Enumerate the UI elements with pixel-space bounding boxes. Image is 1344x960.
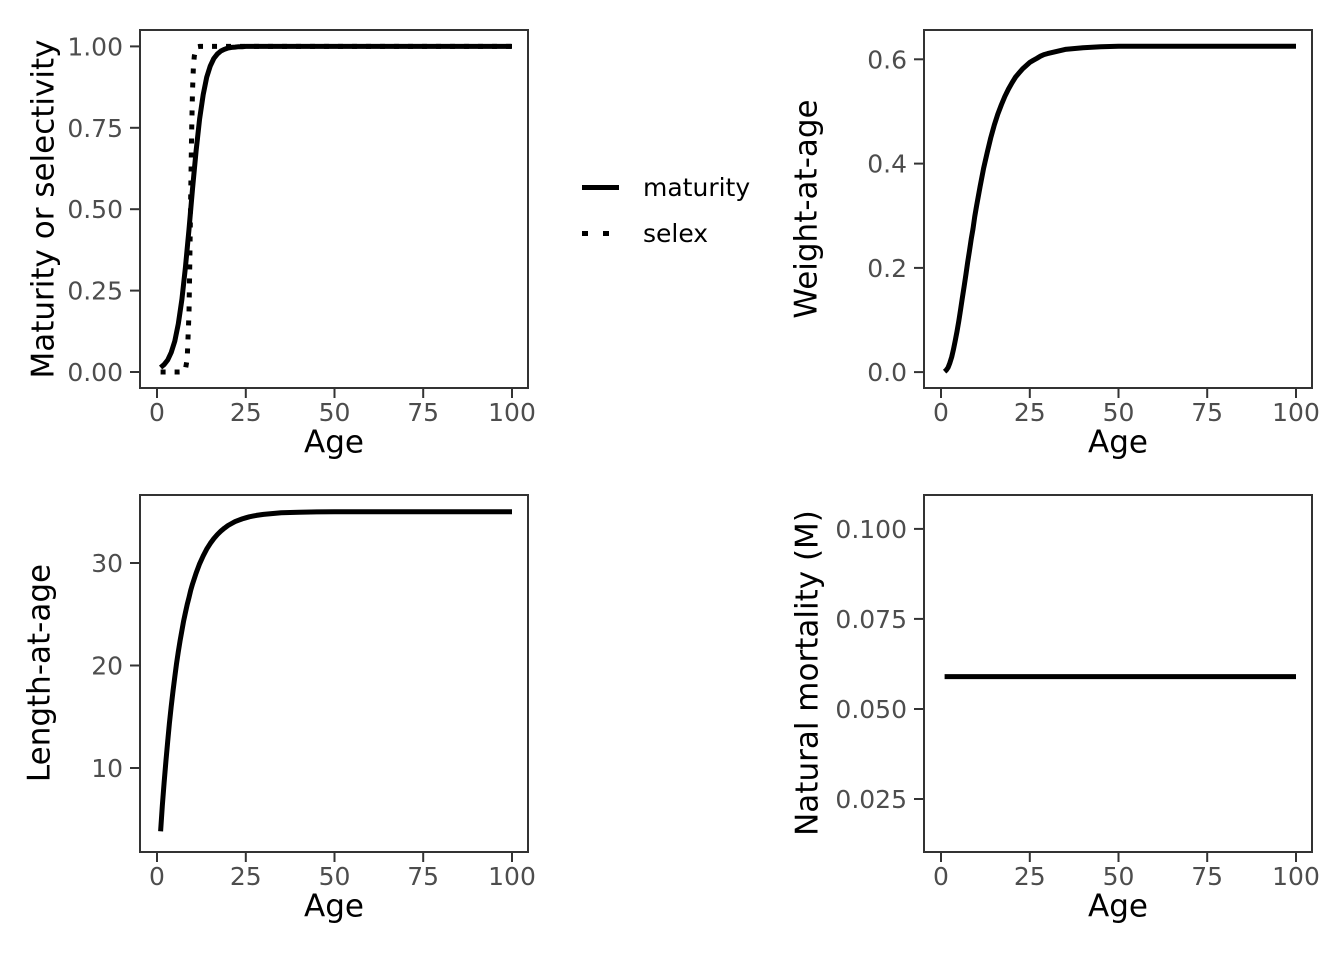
y-tick-label: 0.50 (67, 195, 123, 224)
y-tick-label: 0.75 (67, 114, 123, 143)
panel-border (139, 29, 529, 389)
x-tick-label: 100 (1272, 862, 1320, 891)
y-tick-label: 0.100 (835, 515, 907, 544)
x-tick-label: 100 (488, 862, 536, 891)
x-axis-title-length-at-age: Age (304, 888, 364, 925)
panel-border (923, 494, 1313, 853)
y-tick-label: 1.00 (67, 32, 123, 61)
y-tick-label: 10 (91, 754, 123, 783)
y-tick-label: 0.2 (867, 254, 907, 283)
selex-line (160, 43, 512, 375)
y-tick-label: 0.4 (867, 150, 907, 179)
x-tick-label: 100 (488, 398, 536, 427)
y-tick-label: 0.00 (67, 358, 123, 387)
y-tick-label: 0.6 (867, 45, 907, 74)
legend-label-selex: selex (643, 218, 709, 248)
legend-label-maturity: maturity (643, 172, 751, 202)
legend-item-selex: selex (582, 210, 750, 256)
y-axis-title-length-at-age: Length-at-age (21, 563, 58, 783)
panel-border (139, 494, 529, 853)
x-tick-label: 50 (319, 398, 351, 427)
x-tick-label: 50 (319, 862, 351, 891)
x-tick-label: 0 (933, 862, 949, 891)
y-axis-title-maturity-selectivity: Maturity or selectivity (25, 39, 62, 379)
x-axis-title-natural-mortality: Age (1088, 888, 1148, 925)
selex-dotted-line-key-icon (582, 230, 619, 236)
x-tick-label: 50 (1103, 862, 1135, 891)
y-axis-title-natural-mortality: Natural mortality (M) (789, 510, 826, 836)
x-tick-label: 75 (1191, 398, 1223, 427)
x-tick-label: 25 (1014, 862, 1046, 891)
maturity-line (159, 43, 512, 370)
x-tick-label: 75 (407, 398, 439, 427)
legend: maturity selex (582, 164, 750, 256)
x-tick-label: 0 (933, 398, 949, 427)
x-axis-title-maturity-selectivity: Age (304, 424, 364, 461)
length-line (158, 509, 512, 832)
y-tick-label: 30 (91, 549, 123, 578)
y-tick-label: 0.050 (835, 695, 907, 724)
legend-item-maturity: maturity (582, 164, 750, 210)
y-axis-title-weight-at-age: Weight-at-age (788, 99, 825, 319)
x-tick-label: 0 (149, 398, 165, 427)
x-tick-label: 100 (1272, 398, 1320, 427)
x-tick-label: 25 (1014, 398, 1046, 427)
y-tick-label: 20 (91, 652, 123, 681)
x-tick-label: 50 (1103, 398, 1135, 427)
y-tick-label: 0.25 (67, 277, 123, 306)
panel-border (923, 29, 1313, 389)
x-axis-title-weight-at-age: Age (1088, 424, 1148, 461)
x-tick-label: 75 (1191, 862, 1223, 891)
x-tick-label: 25 (230, 862, 262, 891)
y-tick-label: 0.025 (835, 785, 907, 814)
y-tick-label: 0.0 (867, 358, 907, 387)
weight-line (942, 43, 1296, 374)
x-tick-label: 25 (230, 398, 262, 427)
x-tick-label: 0 (149, 862, 165, 891)
y-tick-label: 0.075 (835, 605, 907, 634)
x-tick-label: 75 (407, 862, 439, 891)
maturity-line-key-icon (582, 184, 619, 190)
